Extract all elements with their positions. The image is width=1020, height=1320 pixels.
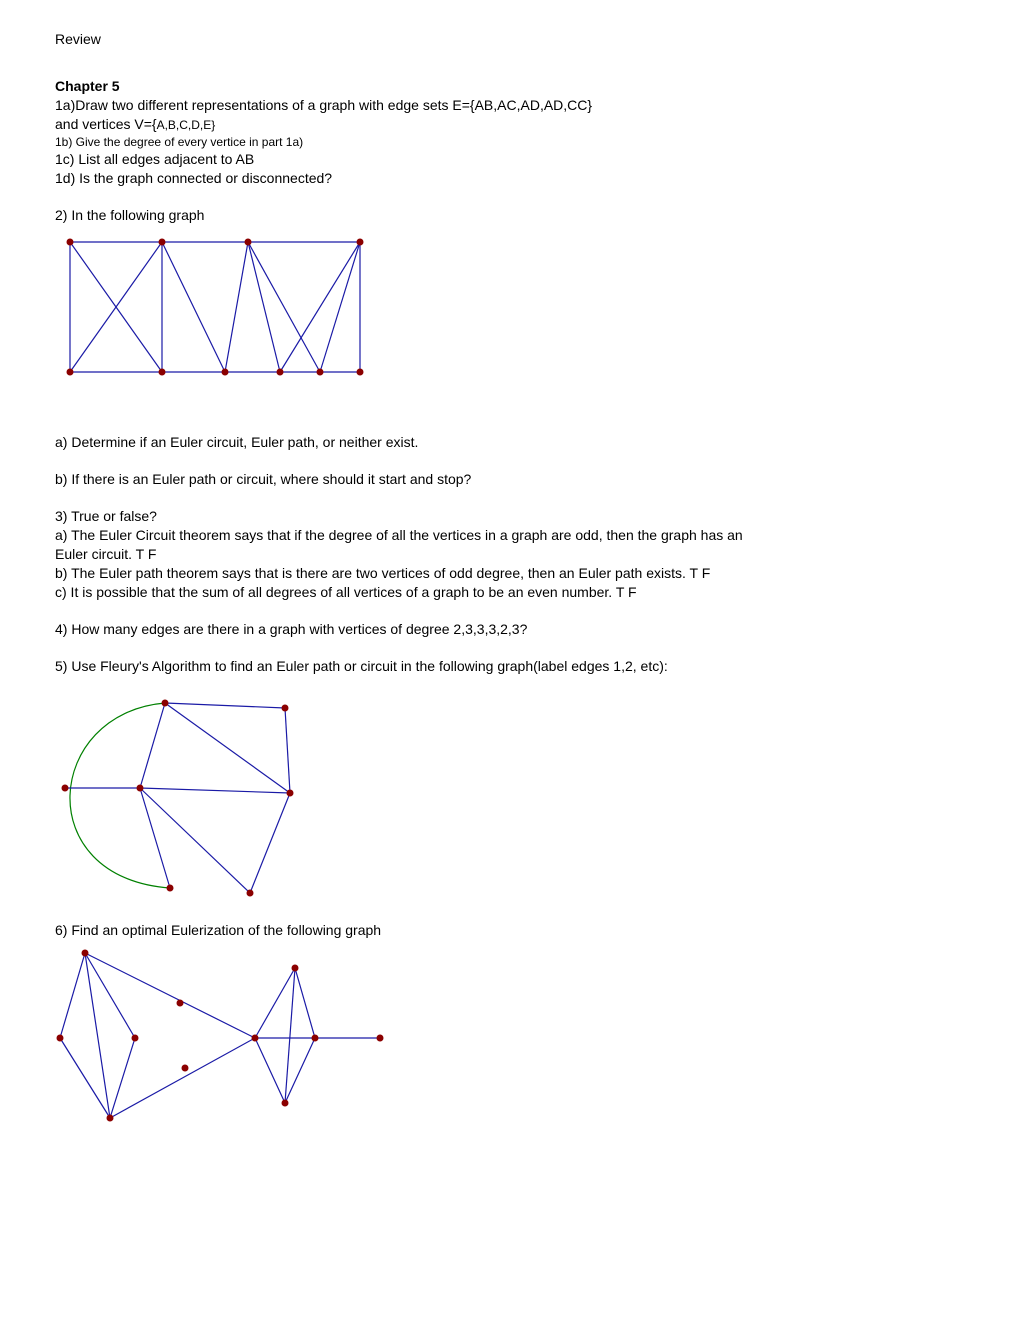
graph-q5 xyxy=(55,693,315,903)
graph-q2 xyxy=(55,232,375,387)
q1c: 1c) List all edges adjacent to AB xyxy=(55,150,965,169)
q2-intro: 2) In the following graph xyxy=(55,206,965,225)
q1d: 1d) Is the graph connected or disconnect… xyxy=(55,169,965,188)
q3b: b) The Euler path theorem says that is t… xyxy=(55,564,965,583)
q3c: c) It is possible that the sum of all de… xyxy=(55,583,965,602)
q1b: 1b) Give the degree of every vertice in … xyxy=(55,134,965,150)
q1a-line1: 1a)Draw two different representations of… xyxy=(55,96,965,115)
page-header-review: Review xyxy=(55,30,965,49)
q1a-line2: and vertices V={A,B,C,D,E} xyxy=(55,115,965,134)
q4: 4) How many edges are there in a graph w… xyxy=(55,620,965,639)
q2b: b) If there is an Euler path or circuit,… xyxy=(55,470,965,489)
q2a: a) Determine if an Euler circuit, Euler … xyxy=(55,433,965,452)
chapter-title: Chapter 5 xyxy=(55,77,965,96)
q6: 6) Find an optimal Eulerization of the f… xyxy=(55,921,965,940)
q3-intro: 3) True or false? xyxy=(55,507,965,526)
q1a-line2-set: A,B,C,D,E} xyxy=(157,118,216,132)
q1a-line2-prefix: and vertices V={ xyxy=(55,116,157,132)
q5: 5) Use Fleury's Algorithm to find an Eul… xyxy=(55,657,965,676)
q3a-line1: a) The Euler Circuit theorem says that i… xyxy=(55,526,965,545)
q3a-line2: Euler circuit. T F xyxy=(55,545,965,564)
graph-q6 xyxy=(55,948,395,1128)
